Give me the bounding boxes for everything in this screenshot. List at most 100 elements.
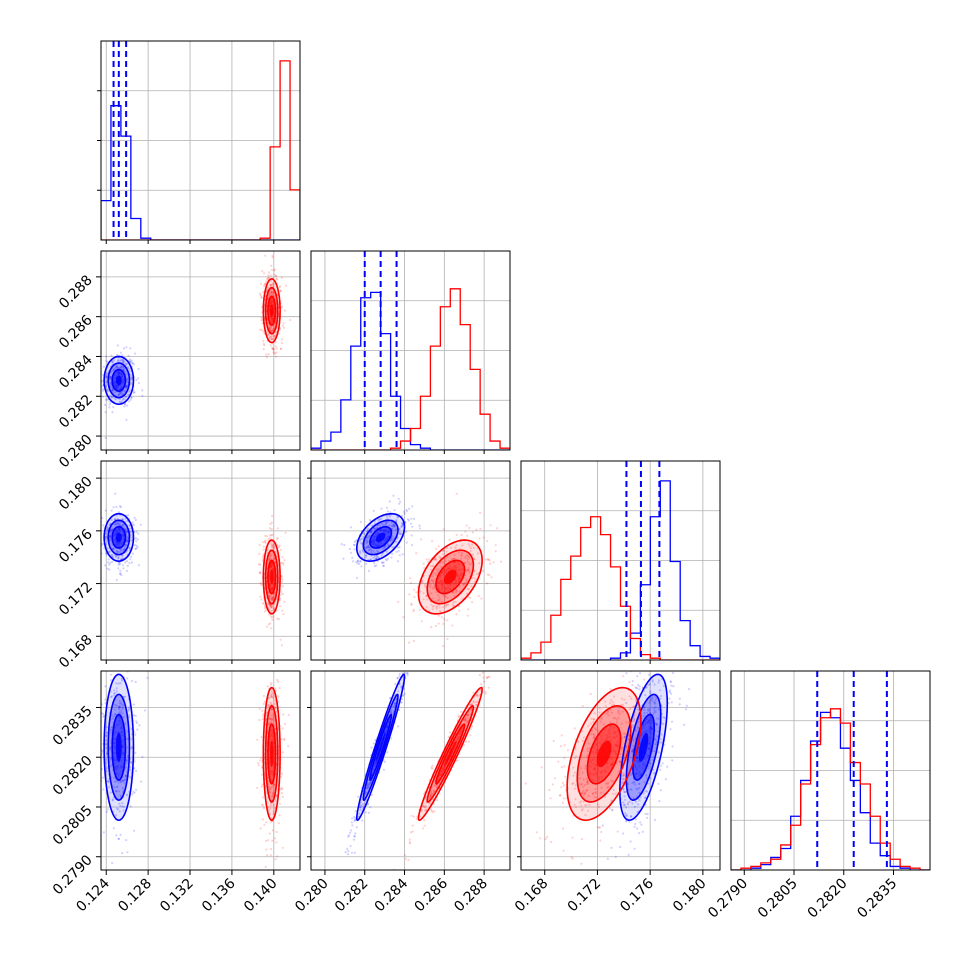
sample-point	[410, 534, 413, 537]
sample-point	[594, 791, 597, 794]
sample-point	[269, 807, 272, 810]
sample-point	[483, 680, 486, 683]
sample-point	[110, 528, 113, 531]
sample-point	[270, 795, 273, 798]
sample-point	[281, 578, 284, 581]
sample-point	[115, 365, 118, 368]
sample-point	[275, 551, 278, 554]
sample-point	[262, 694, 265, 698]
sample-point	[420, 620, 423, 623]
sample-point	[124, 775, 128, 778]
sample-point	[273, 335, 276, 338]
sample-point	[126, 759, 129, 762]
sample-point	[656, 723, 659, 727]
sample-point	[649, 762, 652, 765]
sample-point	[375, 554, 378, 558]
sample-point	[585, 789, 588, 792]
sample-point	[115, 579, 118, 582]
sample-point	[360, 805, 364, 808]
sample-point	[123, 390, 126, 393]
sample-point	[273, 269, 276, 272]
sample-point	[104, 685, 107, 688]
sample-point	[619, 760, 622, 764]
sample-point	[141, 389, 144, 392]
sample-point	[386, 751, 389, 754]
sample-point	[429, 802, 432, 805]
sample-point	[634, 729, 637, 732]
sample-point	[441, 549, 445, 553]
sample-point	[624, 790, 627, 794]
sample-point	[125, 530, 128, 533]
sample-point	[610, 779, 613, 782]
sample-point	[470, 585, 473, 588]
sample-point	[121, 554, 124, 557]
sample-point	[639, 821, 642, 824]
sample-point	[267, 697, 270, 700]
sample-point	[637, 720, 640, 724]
sample-point	[122, 548, 126, 551]
sample-point	[102, 524, 105, 527]
sample-point	[119, 804, 122, 808]
sample-point	[111, 560, 114, 564]
sample-point	[430, 592, 433, 595]
sample-point	[431, 564, 435, 567]
sample-point	[265, 848, 268, 851]
sample-point	[270, 598, 273, 601]
sample-point	[135, 720, 138, 723]
sample-point	[275, 793, 278, 797]
sample-point	[267, 353, 270, 356]
sample-point	[369, 780, 372, 784]
sample-point	[478, 537, 481, 540]
sample-point	[441, 606, 444, 609]
sample-point	[461, 544, 464, 547]
sample-point	[101, 395, 105, 398]
sample-point	[594, 792, 597, 795]
sample-point	[269, 804, 272, 807]
sample-point	[258, 552, 261, 556]
sample-point	[135, 788, 138, 792]
sample-point	[117, 707, 120, 710]
sample-point	[648, 683, 652, 686]
sample-point	[283, 600, 286, 603]
sample-point	[468, 556, 471, 559]
sample-point	[101, 542, 104, 546]
sample-point	[267, 705, 270, 708]
sample-point	[586, 780, 589, 783]
sample-point	[271, 839, 274, 842]
sample-point	[272, 712, 275, 715]
sample-point	[364, 791, 367, 794]
sample-point	[392, 494, 395, 497]
sample-point	[442, 645, 445, 648]
sample-point	[134, 714, 137, 717]
sample-point	[365, 536, 368, 540]
sample-point	[623, 804, 626, 807]
sample-point	[263, 602, 266, 605]
sample-point	[268, 812, 271, 815]
sample-point	[125, 560, 129, 563]
sample-point	[130, 359, 133, 362]
sample-point	[475, 572, 479, 576]
sample-point	[110, 757, 113, 760]
sample-point	[430, 626, 433, 629]
sample-point	[260, 756, 263, 760]
sample-point	[413, 596, 416, 599]
sample-point	[119, 506, 122, 509]
sample-point	[399, 685, 403, 688]
sample-point	[651, 680, 654, 683]
sample-point	[127, 514, 130, 517]
sample-point	[370, 746, 373, 749]
sample-point	[346, 847, 349, 851]
sample-point	[126, 754, 129, 757]
sample-point	[372, 509, 375, 512]
sample-point	[638, 832, 641, 835]
sample-point	[282, 563, 285, 566]
sample-point	[473, 580, 476, 583]
sample-point	[115, 807, 119, 810]
sample-point	[366, 787, 370, 790]
sample-point	[105, 355, 108, 358]
sample-point	[132, 829, 136, 832]
sample-point	[355, 826, 358, 829]
sample-point	[373, 555, 376, 558]
sample-point	[646, 813, 649, 816]
sample-point	[657, 708, 660, 711]
